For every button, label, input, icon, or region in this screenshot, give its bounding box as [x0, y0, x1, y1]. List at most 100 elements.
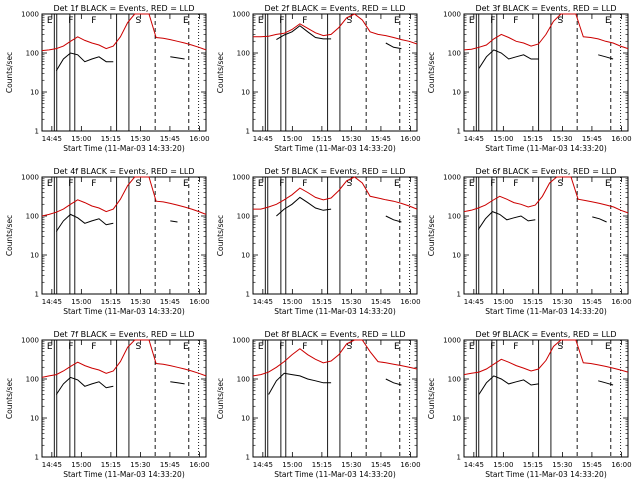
phase-label: E [258, 342, 264, 352]
x-tick-label: 15:45 [160, 135, 180, 143]
y-tick-label: 1 [246, 454, 250, 462]
y-tick-label: 100 [237, 376, 250, 384]
y-tick-label: 1000 [21, 337, 39, 345]
y-tick-label: 1000 [21, 174, 39, 182]
phase-label: F [91, 342, 96, 352]
x-tick-label: 15:00 [282, 298, 302, 306]
y-tick-label: 1 [457, 454, 461, 462]
y-tick-label: 100 [26, 213, 39, 221]
y-axis-label: Counts/sec [5, 378, 14, 419]
phase-label: S [346, 179, 352, 189]
panel-title: Det 3f BLACK = Events, RED = LLD [475, 4, 616, 13]
phase-label: F [302, 16, 307, 26]
panel-title: Det 8f BLACK = Events, RED = LLD [264, 330, 405, 339]
events-series-line [478, 49, 614, 69]
x-tick-label: 15:15 [101, 461, 121, 469]
x-tick-label: 15:00 [493, 298, 513, 306]
events-series-line [55, 213, 178, 232]
phase-label: F [68, 342, 73, 352]
phase-label: E [47, 16, 53, 26]
x-tick-label: 15:45 [371, 461, 391, 469]
y-tick-label: 10 [241, 252, 250, 260]
x-tick-label: 15:30 [130, 135, 150, 143]
y-axis-label: Counts/sec [427, 52, 436, 93]
x-tick-label: 14:45 [253, 298, 273, 306]
x-tick-label: 14:45 [253, 135, 273, 143]
x-tick-label: 14:45 [42, 135, 62, 143]
phase-label: S [346, 16, 352, 26]
phase-label: F [490, 342, 495, 352]
plot-frame [463, 339, 629, 458]
x-tick-label: 14:45 [464, 461, 484, 469]
events-series-line [55, 376, 185, 395]
phase-label: S [557, 179, 563, 189]
phase-label: F [279, 16, 284, 26]
phase-label: F [91, 179, 96, 189]
x-tick-label: 16:00 [189, 135, 209, 143]
x-tick-label: 15:45 [582, 298, 602, 306]
phase-label: E [394, 342, 400, 352]
x-tick-label: 15:45 [160, 298, 180, 306]
phase-label: F [302, 179, 307, 189]
x-tick-label: 16:00 [400, 298, 420, 306]
y-axis-label: Counts/sec [216, 52, 225, 93]
x-tick-label: 15:15 [523, 298, 543, 306]
x-tick-label: 15:45 [160, 461, 180, 469]
phase-label: F [513, 179, 518, 189]
phase-label: F [68, 179, 73, 189]
phase-label: E [469, 342, 475, 352]
plot-frame [41, 339, 207, 458]
plot-frame [463, 13, 629, 132]
panel-8: Det 8f BLACK = Events, RED = LLD 1 10 100 10… [216, 330, 421, 479]
panel-6: Det 6f BLACK = Events, RED = LLD 1 10 100 10… [427, 167, 632, 316]
x-axis-label: Start Time (11-Mar-03 14:33:20) [485, 144, 607, 153]
phase-label: E [258, 179, 264, 189]
x-tick-label: 15:00 [71, 135, 91, 143]
y-tick-label: 1 [246, 291, 250, 299]
plot-frame [252, 339, 418, 458]
x-tick-label: 16:00 [611, 135, 631, 143]
x-tick-label: 15:00 [282, 135, 302, 143]
x-tick-label: 15:00 [493, 135, 513, 143]
x-axis-label: Start Time (11-Mar-03 14:33:20) [485, 307, 607, 316]
y-tick-label: 1000 [232, 337, 250, 345]
y-tick-label: 10 [241, 89, 250, 97]
y-tick-label: 10 [30, 252, 39, 260]
x-tick-label: 16:00 [189, 298, 209, 306]
x-tick-label: 16:00 [611, 298, 631, 306]
y-tick-label: 100 [237, 50, 250, 58]
y-tick-label: 1 [246, 128, 250, 136]
phase-label: E [183, 16, 189, 26]
panel-title: Det 4f BLACK = Events, RED = LLD [53, 167, 194, 176]
x-tick-label: 15:30 [552, 135, 572, 143]
events-series-line [268, 372, 402, 395]
x-tick-label: 15:15 [523, 461, 543, 469]
x-tick-label: 15:30 [341, 298, 361, 306]
panel-9: Det 9f BLACK = Events, RED = LLD 1 10 100 10… [427, 330, 632, 479]
phase-label: E [258, 16, 264, 26]
x-tick-label: 15:00 [71, 298, 91, 306]
x-tick-label: 15:30 [130, 461, 150, 469]
plot-frame [41, 176, 207, 295]
phase-label: E [394, 179, 400, 189]
y-axis-label: Counts/sec [216, 215, 225, 256]
y-tick-label: 1 [457, 291, 461, 299]
phase-label: F [302, 342, 307, 352]
y-axis-label: Counts/sec [5, 52, 14, 93]
plot-frame [252, 13, 418, 132]
phase-label: E [605, 342, 611, 352]
x-tick-label: 16:00 [611, 461, 631, 469]
phase-label: S [557, 342, 563, 352]
x-tick-label: 15:15 [312, 135, 332, 143]
phase-label: E [469, 179, 475, 189]
phase-label: F [513, 16, 518, 26]
x-tick-label: 15:00 [282, 461, 302, 469]
y-tick-label: 10 [452, 89, 461, 97]
panel-5: Det 5f BLACK = Events, RED = LLD 1 10 100 10… [216, 167, 421, 316]
x-tick-label: 15:30 [552, 298, 572, 306]
panel-2: Det 2f BLACK = Events, RED = LLD 1 10 100 10… [216, 4, 421, 153]
phase-label: S [135, 342, 141, 352]
x-tick-label: 15:15 [312, 298, 332, 306]
x-axis-label: Start Time (11-Mar-03 14:33:20) [63, 144, 185, 153]
lld-series-line [253, 13, 418, 45]
